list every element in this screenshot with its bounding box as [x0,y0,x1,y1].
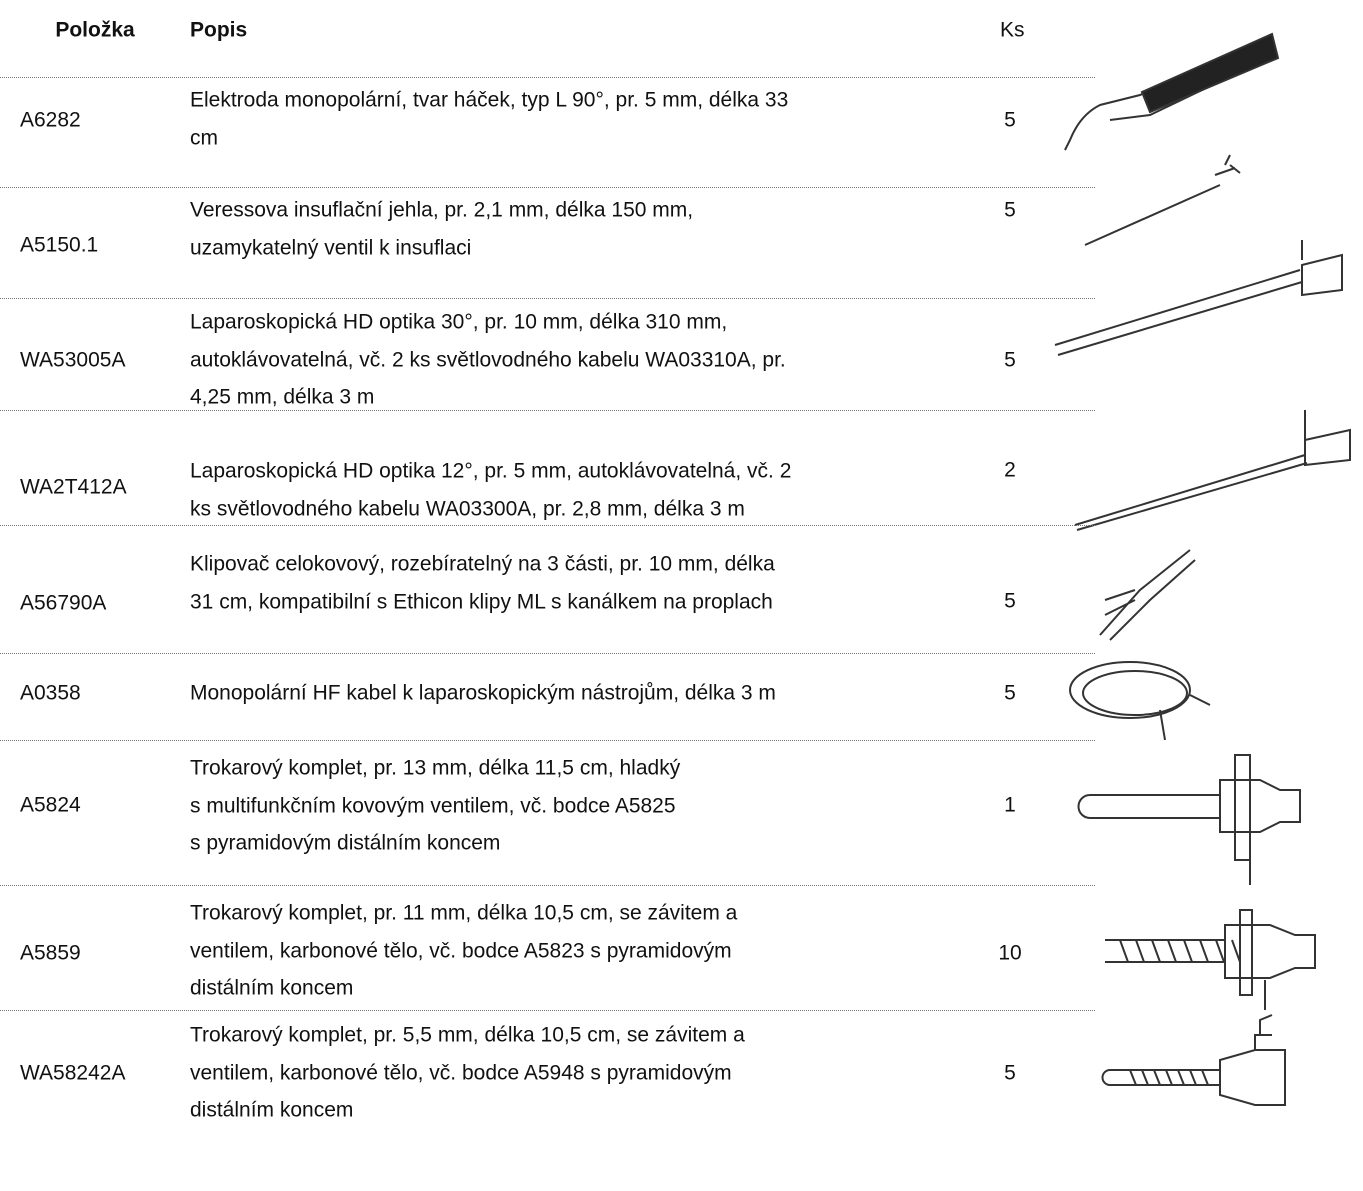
item-code: A6282 [20,102,81,139]
needle-drawing [1085,155,1240,245]
item-code: WA53005A [20,342,125,379]
electrode-handle [1142,34,1278,112]
clip-applier-drawing [1100,550,1195,640]
optic-30-drawing [1055,240,1342,355]
item-code: A0358 [20,675,81,712]
page: Položka Popis Ks A6282 Elektroda monopolá… [0,0,1363,1191]
quantity: 5 [1004,675,1016,712]
description-line: Klipovač celokovový, rozebíratelný na 3 … [190,546,775,583]
row-separator [0,740,1095,741]
cable-drawing-inner [1083,671,1187,715]
header-item: Položka [55,12,134,49]
trocar-1-drawing [1079,755,1301,885]
description-line: Veressova insuflační jehla, pr. 2,1 mm, … [190,192,693,229]
quantity: 1 [1004,787,1016,824]
quantity: 5 [1004,102,1016,139]
quantity: 5 [1004,1055,1016,1092]
description-line: distálním koncem [190,970,353,1007]
trocar-2-drawing [1105,910,1315,1010]
description-line: autoklávovatelná, vč. 2 ks světlovodného… [190,341,786,378]
item-code: A56790A [20,585,106,622]
row-separator [0,653,1095,654]
description-line: ks světlovodného kabelu WA03300A, pr. 2,… [190,490,745,527]
description-line: s pyramidovým distálním koncem [190,825,500,862]
description-line: ventilem, karbonové tělo, vč. bodce A582… [190,932,732,969]
quantity: 2 [1004,452,1016,489]
row-separator [0,525,1095,526]
description-line: Trokarový komplet, pr. 13 mm, délka 11,5… [190,750,680,787]
row-separator [0,77,1095,78]
quantity: 5 [1004,583,1016,620]
item-code: A5150.1 [20,227,98,264]
item-code: A5824 [20,787,81,824]
row-separator [0,298,1095,299]
quantity: 10 [998,935,1021,972]
optic-12-drawing [1075,410,1350,530]
description-line: uzamykatelný ventil k insuflaci [190,229,471,266]
description-line: Monopolární HF kabel k laparoskopickým n… [190,675,776,712]
quantity: 5 [1004,342,1016,379]
row-separator [0,187,1095,188]
description-line: s multifunkčním kovovým ventilem, vč. bo… [190,787,676,824]
description-line: cm [190,119,218,156]
description-line: Laparoskopická HD optika 12°, pr. 5 mm, … [190,453,791,490]
item-code: WA58242A [20,1055,125,1092]
description-line: Elektroda monopolární, tvar háček, typ L… [190,82,788,119]
item-code: WA2T412A [20,469,127,506]
description-line: Trokarový komplet, pr. 11 mm, délka 10,5… [190,895,737,932]
row-separator [0,410,1095,411]
header-qty: Ks [1000,12,1025,49]
description-line: Laparoskopická HD optika 30°, pr. 10 mm,… [190,304,727,341]
description-line: ventilem, karbonové tělo, vč. bodce A594… [190,1054,732,1091]
instrument-illustrations [1040,0,1363,1191]
header-description: Popis [190,12,247,49]
row-separator [0,1010,1095,1011]
quantity: 5 [1004,192,1016,229]
description-line: distálním koncem [190,1092,353,1129]
description-line: Trokarový komplet, pr. 5,5 mm, délka 10,… [190,1017,745,1054]
trocar-3-drawing [1103,1015,1286,1105]
description-line: 31 cm, kompatibilní s Ethicon klipy ML s… [190,583,773,620]
item-code: A5859 [20,935,81,972]
row-separator [0,885,1095,886]
